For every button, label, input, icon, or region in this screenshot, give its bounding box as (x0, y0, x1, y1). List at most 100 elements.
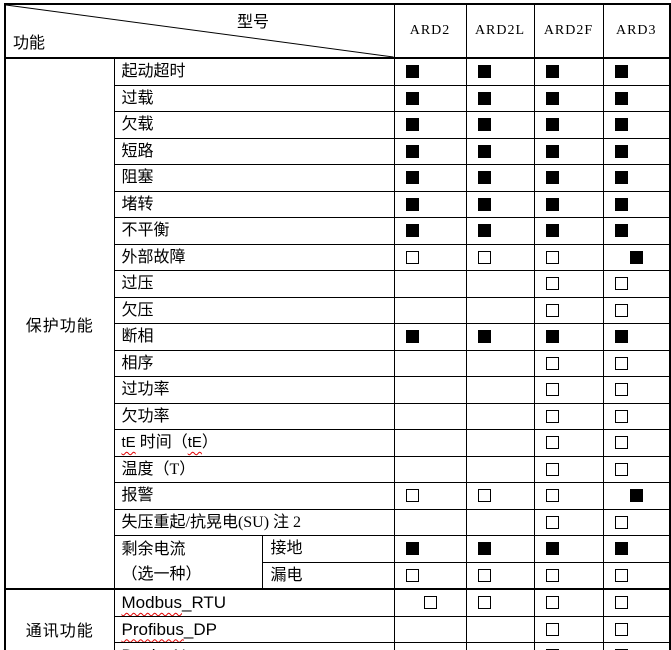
filled-square-mark (545, 224, 559, 238)
model-header-ard2f: ARD2F (533, 3, 604, 59)
empty-square-mark (545, 383, 559, 397)
mark-cell (533, 270, 604, 298)
mark-cell (465, 84, 535, 112)
mark-cell (602, 588, 671, 617)
filled-square-mark (477, 144, 491, 158)
empty-square-mark (614, 356, 628, 370)
mark-cell (533, 455, 604, 483)
empty-square-mark (545, 436, 559, 450)
table-row: 不平衡 (5, 217, 671, 245)
mark-cell (533, 323, 604, 351)
label-text: ） (201, 434, 218, 451)
empty-square-mark (545, 596, 559, 610)
filled-square-mark (405, 65, 419, 79)
filled-square-mark (405, 224, 419, 238)
filled-square-mark (545, 118, 559, 132)
mark-cell (393, 349, 467, 377)
feature-comparison-table: 型号 功能 ARD2 ARD2L ARD2F ARD3 保护功能 起动超时 过载 欠载… (4, 3, 671, 650)
mark-cell (393, 296, 467, 324)
mark-cell (393, 588, 467, 617)
mark-cell (602, 402, 671, 430)
sub-feature-label: 接地 (261, 535, 395, 563)
mark-cell (602, 164, 671, 192)
mark-cell (533, 642, 604, 650)
misspelled-text: tE (187, 434, 202, 451)
misspelled-text: Modbus (121, 593, 182, 612)
mark-cell (602, 429, 671, 457)
empty-square-mark (477, 489, 491, 503)
mark-cell (533, 561, 604, 590)
table-row: 报警 (5, 482, 671, 510)
mark-cell (533, 57, 604, 86)
mark-cell (393, 508, 467, 536)
mark-cell (393, 217, 467, 245)
filled-square-mark (477, 330, 491, 344)
filled-square-mark (545, 330, 559, 344)
mark-cell (465, 642, 535, 650)
mark-cell (465, 270, 535, 298)
feature-label: 不平衡 (113, 217, 395, 245)
filled-square-mark (477, 91, 491, 105)
filled-square-mark (545, 542, 559, 556)
mark-cell (602, 243, 671, 271)
feature-label: 温度（T） (113, 455, 395, 483)
mark-cell (393, 137, 467, 165)
mark-cell (533, 217, 604, 245)
feature-label: 过压 (113, 270, 395, 298)
mark-cell (465, 243, 535, 271)
empty-square-mark (614, 436, 628, 450)
mark-cell (602, 535, 671, 563)
feature-label: DeviceNet (113, 642, 395, 650)
mark-cell (465, 349, 535, 377)
filled-square-mark (614, 171, 628, 185)
filled-square-mark (477, 224, 491, 238)
misspelled-text: Profibus (121, 619, 184, 639)
mark-cell (465, 402, 535, 430)
filled-square-mark (614, 118, 628, 132)
label-text-line: （选一种） (121, 566, 202, 583)
filled-square-mark (614, 144, 628, 158)
mark-cell (533, 376, 604, 404)
table-row: 过功率 (5, 376, 671, 404)
mark-cell (533, 137, 604, 165)
mark-cell (465, 535, 535, 563)
mark-cell (465, 323, 535, 351)
mark-cell (602, 615, 671, 643)
filled-square-mark (405, 542, 419, 556)
filled-square-mark (545, 197, 559, 211)
filled-square-mark (405, 197, 419, 211)
mark-cell (602, 349, 671, 377)
mark-cell (465, 615, 535, 643)
mark-cell (533, 429, 604, 457)
empty-square-mark (614, 462, 628, 476)
feature-label: 失压重起/抗晃电(SU) 注 2 (113, 508, 395, 536)
mark-cell (393, 323, 467, 351)
empty-square-mark (545, 277, 559, 291)
diagonal-header-cell: 型号 功能 (4, 3, 395, 59)
feature-label: 外部故障 (113, 243, 395, 271)
mark-cell (465, 296, 535, 324)
table-row: 通讯功能 Modbus_RTU (4, 588, 671, 650)
filled-square-mark (405, 171, 419, 185)
mark-cell (533, 508, 604, 536)
mark-cell (602, 217, 671, 245)
table-row: 欠功率 (5, 402, 671, 430)
filled-square-mark (405, 118, 419, 132)
feature-label: 欠功率 (113, 402, 395, 430)
table-row: 阻塞 (5, 164, 671, 192)
mark-cell (393, 642, 467, 650)
diagonal-line (6, 5, 394, 57)
mark-cell (602, 296, 671, 324)
mark-cell (602, 642, 671, 650)
group-label: 保护功能 (4, 57, 115, 590)
table-row: 堵转 (5, 190, 671, 218)
table-row: 外部故障 (5, 243, 671, 271)
header-row: 型号 功能 ARD2 ARD2L ARD2F ARD3 (4, 3, 671, 59)
filled-square-mark (545, 91, 559, 105)
feature-label: 相序 (113, 349, 395, 377)
group-label: 通讯功能 (4, 588, 115, 650)
mark-cell (393, 243, 467, 271)
table-row: 欠载 (5, 111, 671, 139)
mark-cell (393, 402, 467, 430)
